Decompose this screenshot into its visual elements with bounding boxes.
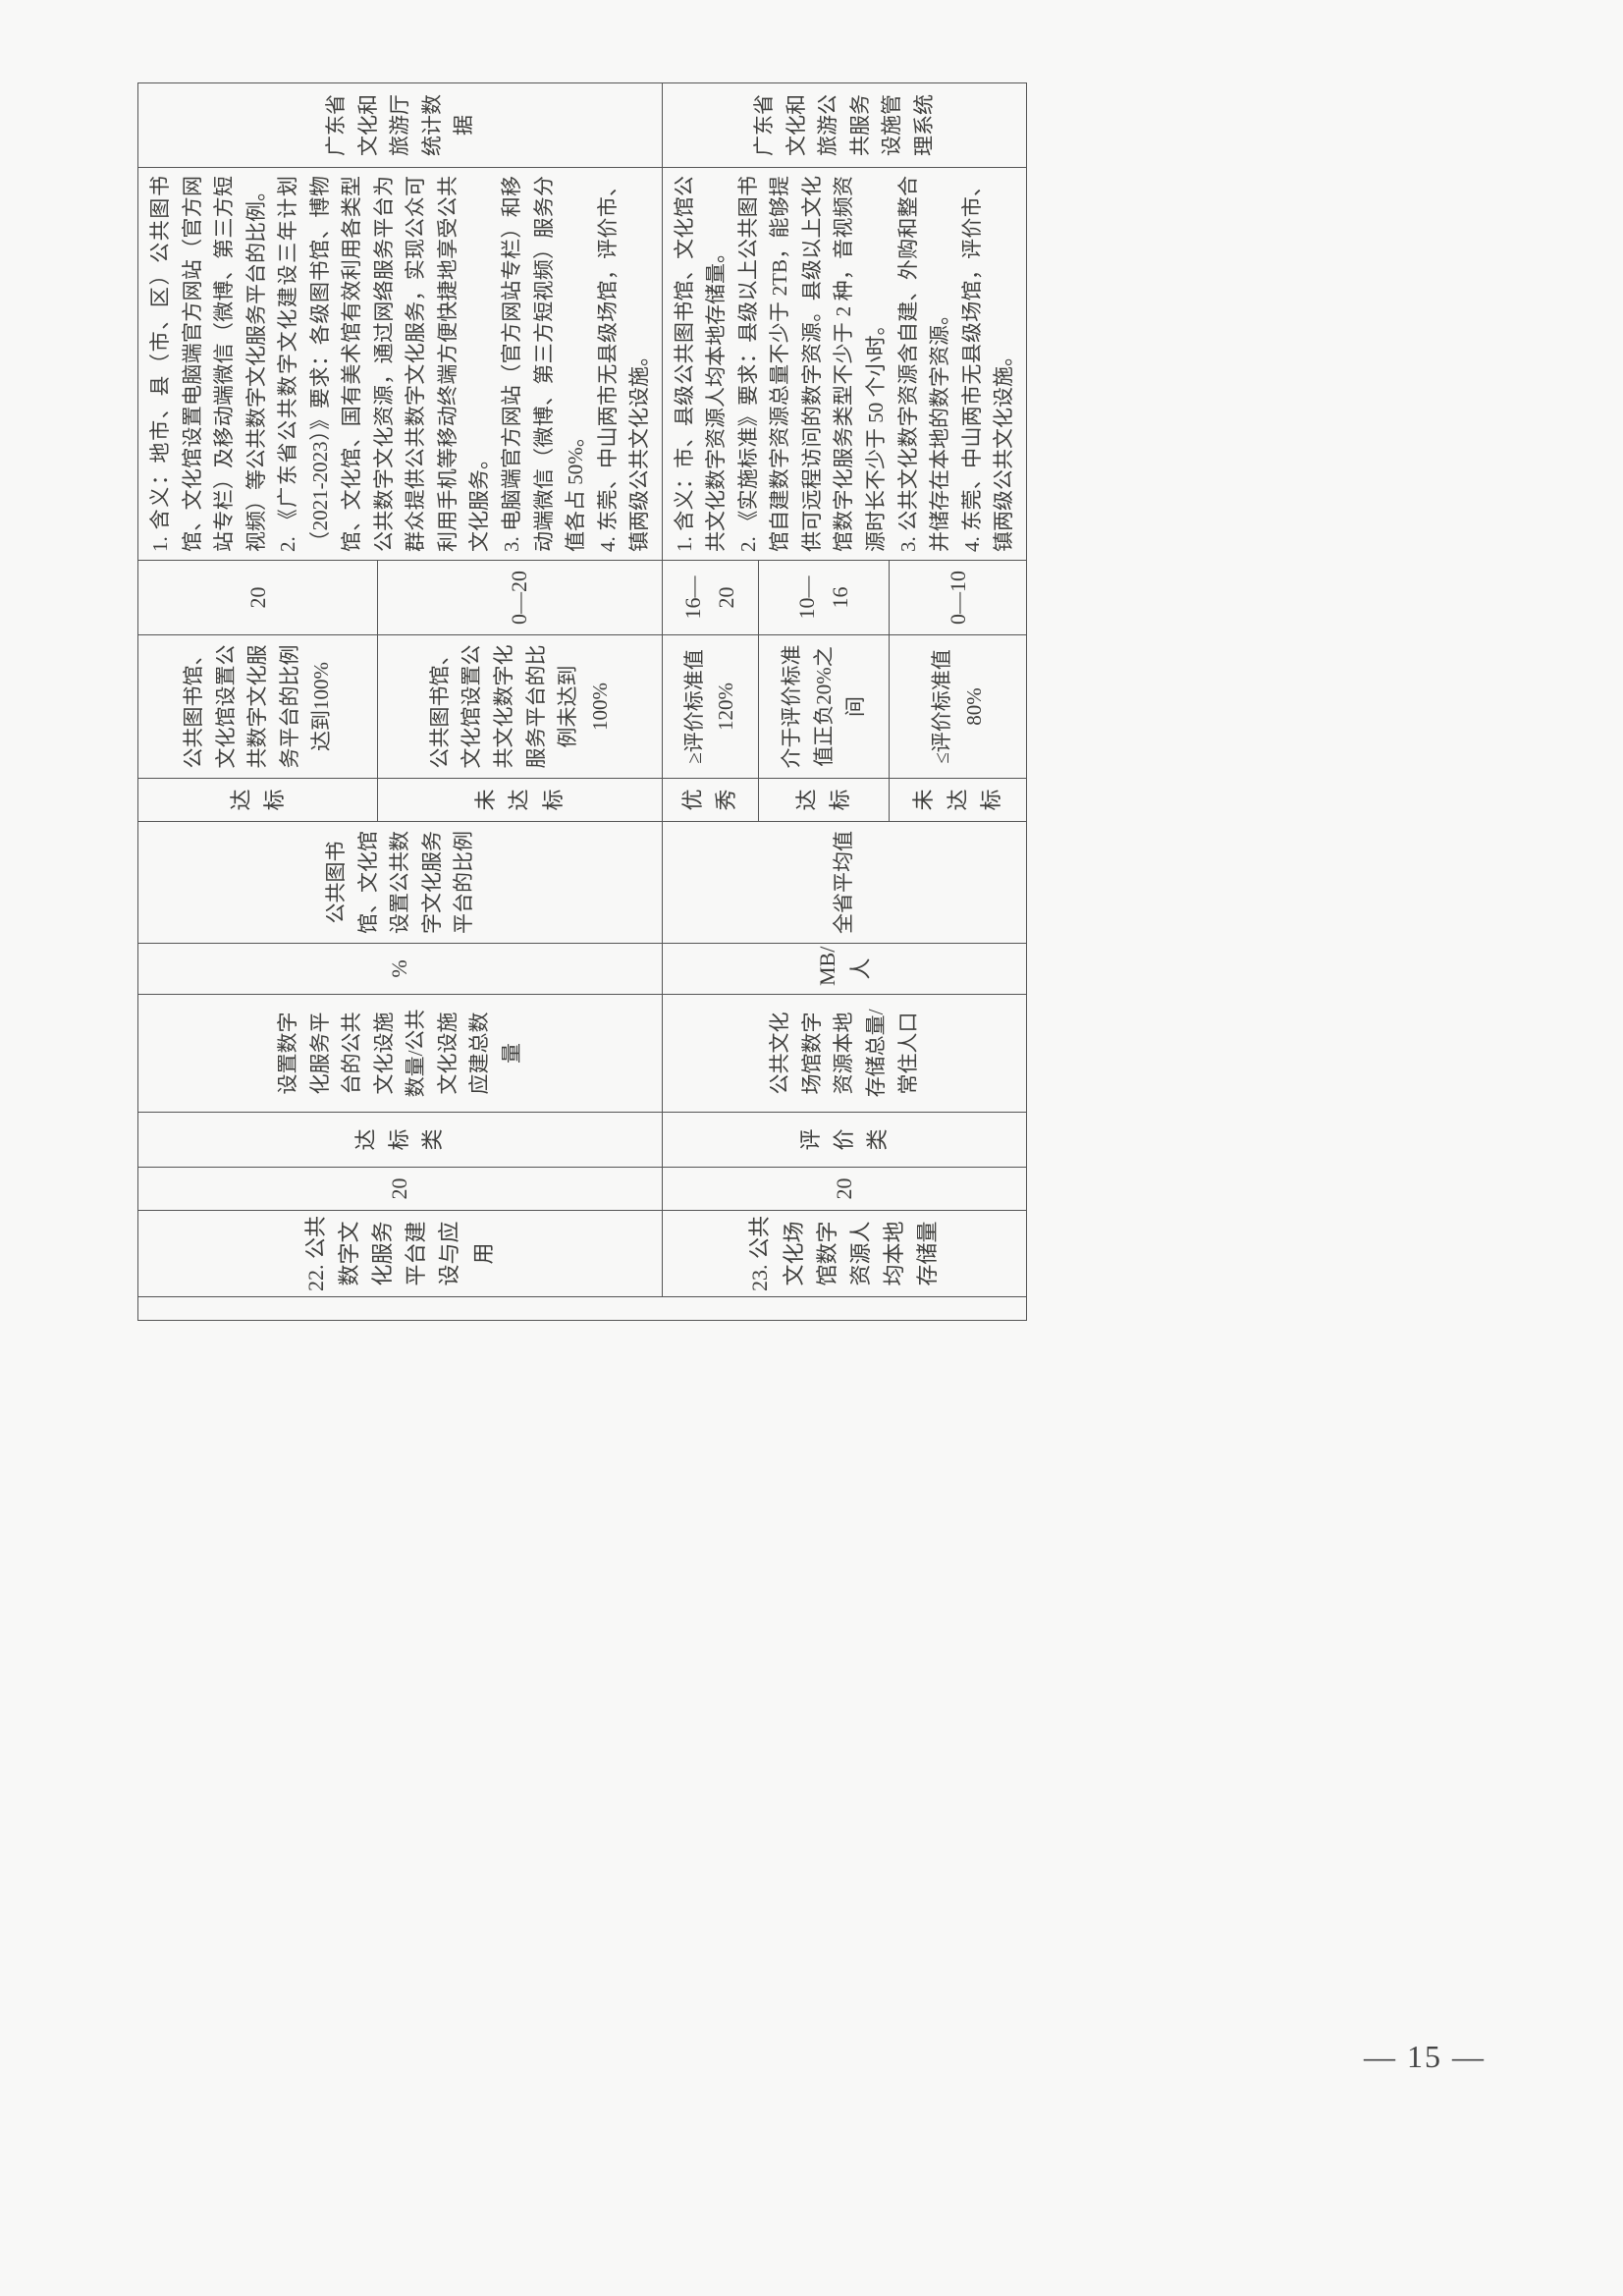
formula: 公共文化场馆数字资源本地存储总量/常住人口 <box>662 995 1026 1113</box>
page-number: — 15 — <box>1364 2039 1486 2075</box>
grade-level: 达标 <box>758 779 890 822</box>
table-row: 23. 公共文化场馆数字资源人均本地存储量 20 评价类 公共文化场馆数字资源本… <box>662 83 758 1321</box>
grade-std: 介于评价标准值正负20%之间 <box>758 635 890 779</box>
grade-score: 0—20 <box>378 561 663 635</box>
explanation: 1. 含义：市、县级公共图书馆、文化馆公共文化数字资源人均本地存储量。 2. 《… <box>662 168 1026 561</box>
grade-std: ≥评价标准值 120% <box>662 635 758 779</box>
category: 达标类 <box>138 1113 663 1168</box>
grade-std: 公共图书馆、文化馆设置公共数字文化服务平台的比例达到100% <box>138 635 378 779</box>
unit: % <box>138 944 663 995</box>
measure: 公共图书馆、文化馆设置公共数字文化服务平台的比例 <box>138 822 663 944</box>
grade-std: 公共图书馆、文化馆设置公共文化数字化服务平台的比例未达到 100% <box>378 635 663 779</box>
weight: 20 <box>138 1168 663 1211</box>
table-row: 22. 公共数字文化服务平台建设与应用 20 达标类 设置数字化服务平台的公共文… <box>138 83 378 1321</box>
grade-score: 20 <box>138 561 378 635</box>
grade-score: 10—16 <box>758 561 890 635</box>
unit: MB/人 <box>662 944 1026 995</box>
grade-std: ≤评价标准值 80% <box>890 635 1026 779</box>
category: 评价类 <box>662 1113 1026 1168</box>
data-source: 广东省文化和旅游公共服务设施管理系统 <box>662 83 1026 168</box>
data-source: 广东省文化和旅游厅统计数据 <box>138 83 663 168</box>
grade-level: 达标 <box>138 779 378 822</box>
formula: 设置数字化服务平台的公共文化设施数量/公共文化设施应建总数量 <box>138 995 663 1113</box>
indicator-id: 22. 公共数字文化服务平台建设与应用 <box>138 1211 663 1297</box>
rotated-table-page: 22. 公共数字文化服务平台建设与应用 20 达标类 设置数字化服务平台的公共文… <box>137 0 1375 1321</box>
grade-score: 0—10 <box>890 561 1026 635</box>
grade-level: 未达标 <box>378 779 663 822</box>
grade-level: 未达标 <box>890 779 1026 822</box>
blank-left-col <box>138 1297 1027 1321</box>
grade-score: 16—20 <box>662 561 758 635</box>
evaluation-table: 22. 公共数字文化服务平台建设与应用 20 达标类 设置数字化服务平台的公共文… <box>137 82 1027 1321</box>
measure: 全省平均值 <box>662 822 1026 944</box>
explanation: 1. 含义：地市、县（市、区）公共图书馆、文化馆设置电脑端官方网站（官方网站专栏… <box>138 168 663 561</box>
weight: 20 <box>662 1168 1026 1211</box>
grade-level: 优秀 <box>662 779 758 822</box>
indicator-id: 23. 公共文化场馆数字资源人均本地存储量 <box>662 1211 1026 1297</box>
